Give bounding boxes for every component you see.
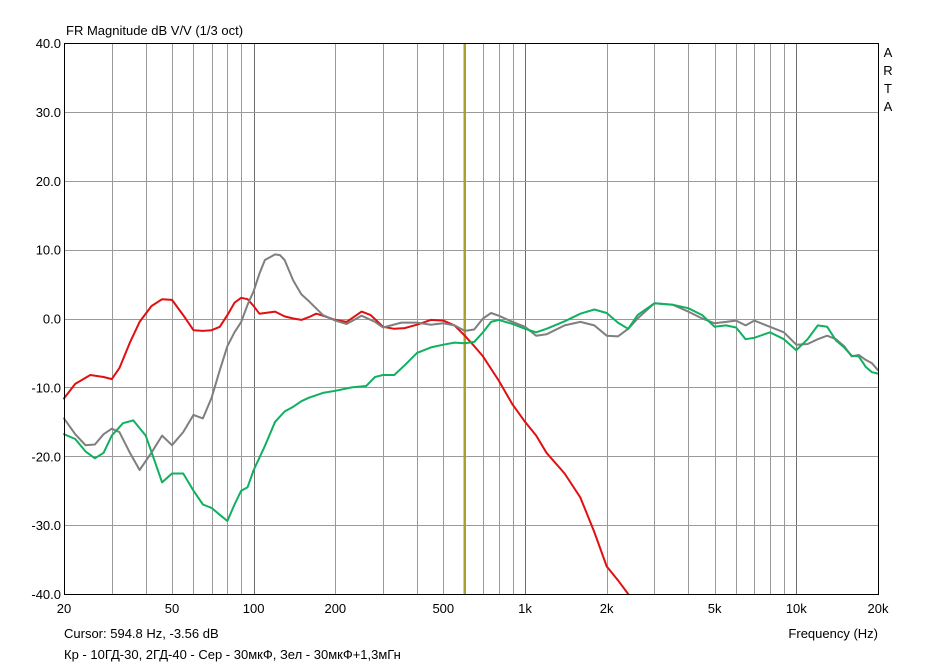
y-tick-label: -20.0 [31,449,61,464]
y-tick-labels: 40.0 30.0 20.0 10.0 0.0 -10.0 -20.0 -30.0 -40.0 [31,36,61,602]
y-tick-label: -10.0 [31,380,61,395]
y-tick-label: 0.0 [43,312,61,327]
series-red-line [63,296,630,595]
watermark-letter: R [883,63,893,78]
series-gray-line [63,253,879,471]
y-tick-label: -40.0 [31,587,61,602]
x-tick-label: 200 [324,601,346,616]
x-tick-label: 50 [165,601,179,616]
series-group [63,253,879,595]
y-tick-label: 40.0 [36,36,61,51]
plot-frame [64,43,879,595]
watermark-letter: A [883,45,893,60]
watermark-letter: T [884,81,892,96]
x-axis-label: Frequency (Hz) [788,626,878,641]
x-tick-label: 2k [600,601,614,616]
cursor-readout: Cursor: 594.8 Hz, -3.56 dB [64,626,219,641]
x-tick-label: 20 [57,601,71,616]
y-tick-label: 20.0 [36,174,61,189]
x-tick-label: 100 [243,601,265,616]
series-green-line [63,302,879,522]
x-tick-label: 1k [518,601,532,616]
x-tick-label: 20k [868,601,889,616]
x-tick-label: 500 [432,601,454,616]
watermark-letter: A [883,99,893,114]
chart-caption: Кр - 10ГД-30, 2ГД-40 - Сер - 30мкФ, Зел … [64,647,401,662]
y-tick-label: 10.0 [36,243,61,258]
x-tick-labels: 20 50 100 200 500 1k 2k 5k 10k 20k [57,601,889,616]
y-tick-label: 30.0 [36,105,61,120]
chart-title: FR Magnitude dB V/V (1/3 oct) [66,23,244,38]
y-tick-label: -30.0 [31,518,61,533]
x-tick-label: 5k [708,601,722,616]
x-tick-label: 10k [786,601,807,616]
